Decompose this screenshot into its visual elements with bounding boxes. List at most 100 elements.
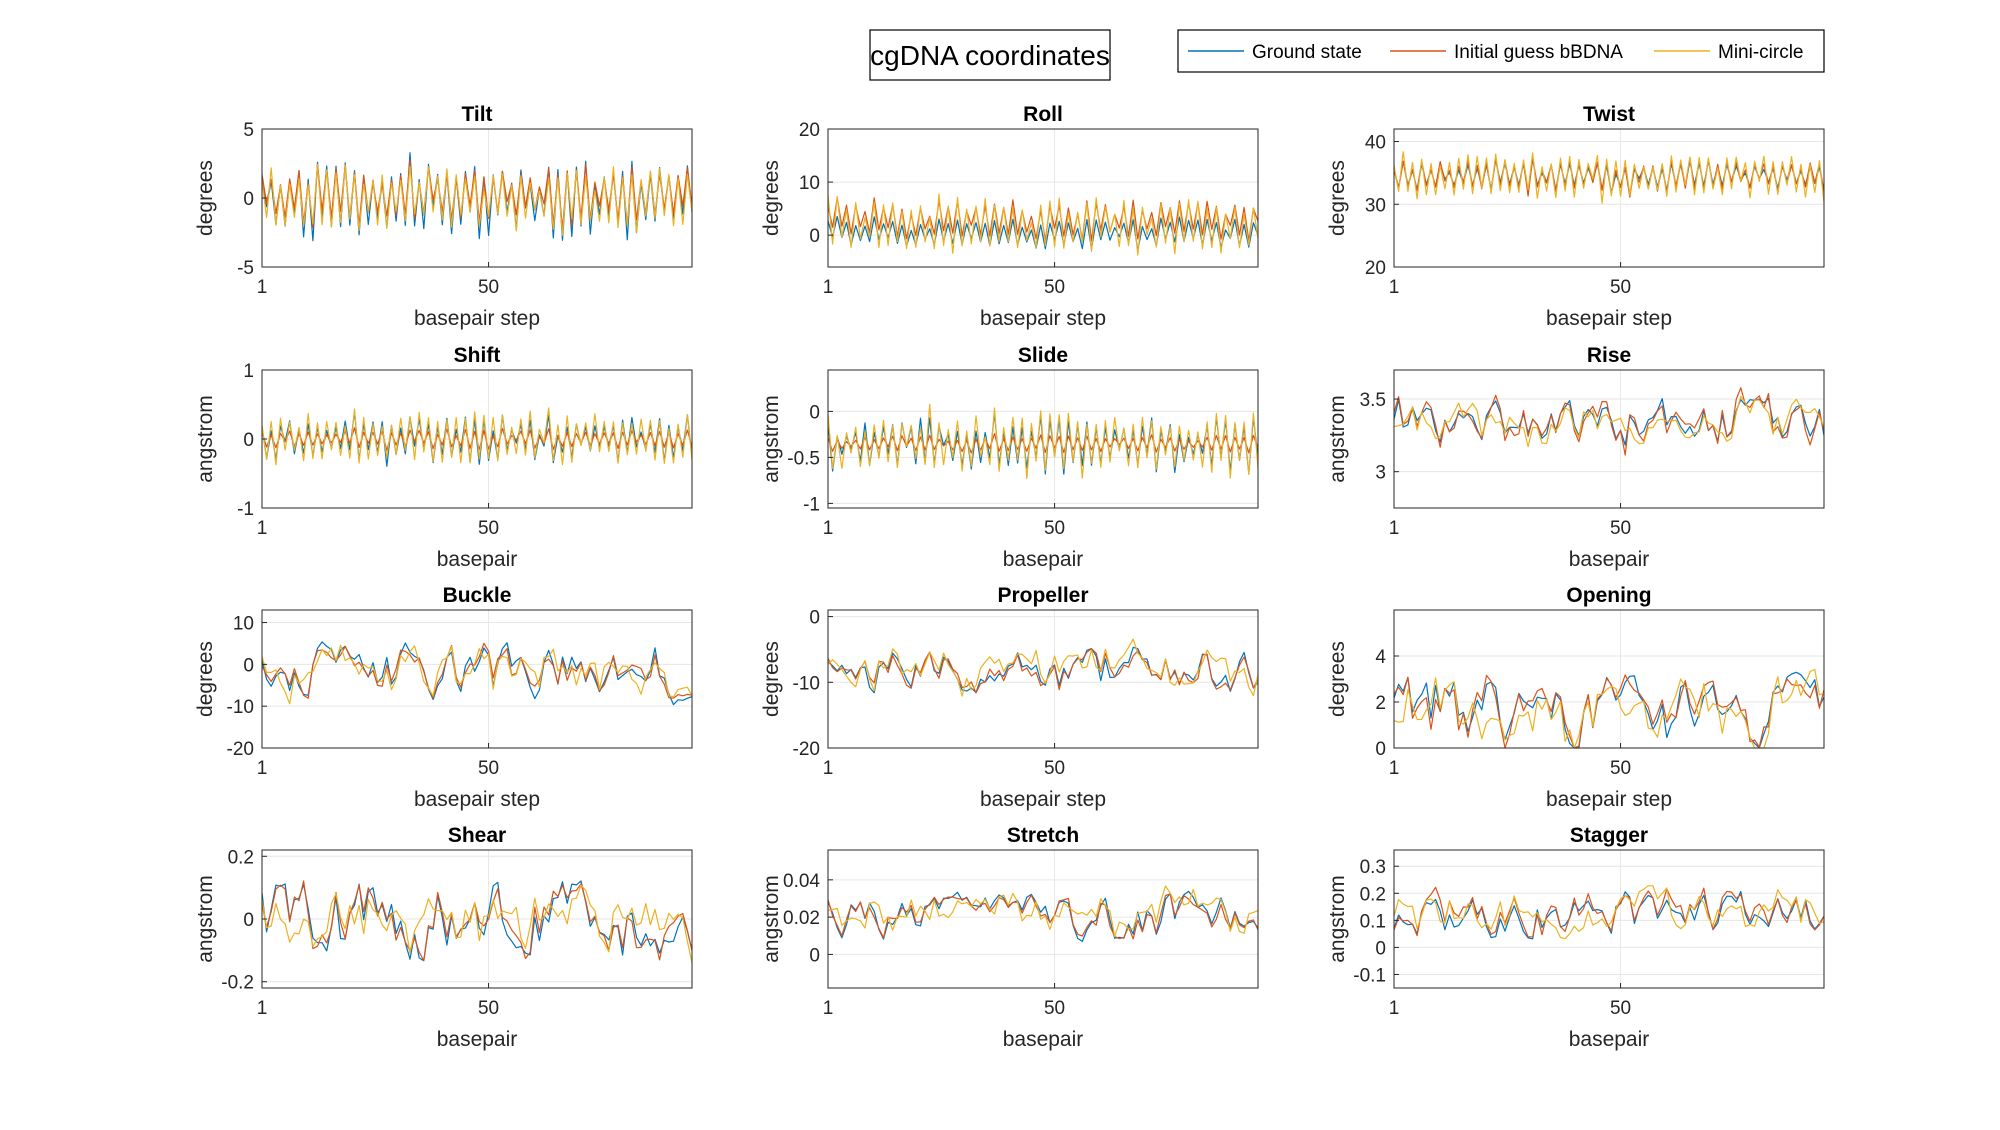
- rise-xtick-label: 1: [1389, 518, 1400, 539]
- roll-xtick-label: 50: [1044, 277, 1065, 298]
- shift-series-mini-circle: [261, 407, 693, 466]
- tilt-xtick-label: 1: [257, 277, 268, 298]
- roll-series-ground-state: [827, 215, 1259, 251]
- propeller-xtick-label: 1: [823, 758, 834, 779]
- twist-ylabel: degrees: [1326, 160, 1349, 236]
- stagger-axes-box: [1393, 849, 1825, 989]
- propeller-title: Propeller: [997, 584, 1088, 607]
- legend-label-mini-circle: Mini-circle: [1718, 42, 1804, 63]
- slide-ytick-label: 0: [809, 402, 820, 423]
- tilt-ytick-label: -5: [237, 258, 254, 279]
- shear-ytick-label: -0.2: [221, 973, 254, 994]
- slide-ytick-label: -0.5: [787, 448, 820, 469]
- opening-xtick-label: 50: [1610, 758, 1631, 779]
- tilt-ylabel: degrees: [194, 160, 217, 236]
- slide-xtick-label: 1: [823, 518, 834, 539]
- stretch-ytick-label: 0.02: [783, 908, 820, 929]
- buckle-ytick-label: -10: [227, 697, 254, 718]
- subplot-propeller: 1 50 -20 -10 0 Propeller basepair step degrees: [760, 584, 1259, 811]
- roll-xtick-label: 1: [823, 277, 834, 298]
- opening-title: Opening: [1566, 584, 1651, 607]
- subplot-shift: 1 50 -1 0 1 Shift basepair angstrom: [194, 344, 693, 571]
- rise-ytick-label: 3.5: [1360, 390, 1386, 411]
- twist-ytick-label: 40: [1365, 133, 1386, 154]
- opening-xlabel: basepair step: [1546, 788, 1672, 811]
- propeller-xlabel: basepair step: [980, 788, 1106, 811]
- stagger-series-mini-circle: [1393, 885, 1825, 940]
- shift-ytick-label: -1: [237, 499, 254, 520]
- tilt-xtick-label: 50: [478, 277, 499, 298]
- buckle-xlabel: basepair step: [414, 788, 540, 811]
- stagger-xtick-label: 1: [1389, 998, 1400, 1019]
- shear-series-initial-guess-bbdna: [261, 880, 693, 962]
- shear-title: Shear: [448, 824, 506, 847]
- rise-xlabel: basepair: [1569, 548, 1650, 571]
- stretch-ytick-label: 0: [809, 945, 820, 966]
- opening-xtick-label: 1: [1389, 758, 1400, 779]
- shear-series-mini-circle: [261, 884, 693, 963]
- rise-axes-box: [1393, 369, 1825, 509]
- subplot-roll: 1 50 0 10 20 Roll basepair step degrees: [760, 103, 1259, 330]
- buckle-title: Buckle: [443, 584, 512, 607]
- twist-title: Twist: [1583, 103, 1635, 126]
- slide-axes-box: [827, 369, 1259, 509]
- roll-series-mini-circle: [827, 193, 1259, 256]
- buckle-series-mini-circle: [261, 644, 693, 705]
- opening-ytick-label: 2: [1375, 693, 1386, 714]
- rise-series-mini-circle: [1393, 395, 1825, 448]
- buckle-ylabel: degrees: [194, 641, 217, 717]
- slide-xlabel: basepair: [1003, 548, 1084, 571]
- stagger-series-initial-guess-bbdna: [1393, 886, 1825, 938]
- roll-ytick-label: 10: [799, 173, 820, 194]
- twist-xtick-label: 50: [1610, 277, 1631, 298]
- tilt-ytick-label: 0: [243, 189, 254, 210]
- opening-axes-box: [1393, 609, 1825, 749]
- rise-xtick-label: 50: [1610, 518, 1631, 539]
- buckle-ytick-label: -20: [227, 739, 254, 760]
- stretch-ylabel: angstrom: [760, 875, 783, 963]
- slide-title: Slide: [1018, 344, 1068, 367]
- twist-ytick-label: 20: [1365, 258, 1386, 279]
- stretch-plot-area: [828, 850, 1258, 988]
- buckle-plot-area: [262, 610, 692, 748]
- opening-ytick-label: 4: [1375, 647, 1386, 668]
- slide-xtick-label: 50: [1044, 518, 1065, 539]
- propeller-series-initial-guess-bbdna: [827, 648, 1259, 694]
- subplot-tilt: 1 50 -5 0 5 Tilt basepair step degrees: [194, 103, 693, 330]
- legend-box: [1177, 29, 1825, 73]
- stagger-xlabel: basepair: [1569, 1028, 1650, 1051]
- roll-ytick-label: 0: [809, 226, 820, 247]
- slide-series-mini-circle: [827, 403, 1259, 480]
- buckle-ytick-label: 10: [233, 614, 254, 635]
- opening-series-mini-circle: [1393, 668, 1825, 749]
- subplot-shear: 1 50 -0.2 0 0.2 Shear basepair angstrom: [194, 824, 693, 1051]
- legend-label-initial-guess: Initial guess bBDNA: [1454, 42, 1623, 63]
- stagger-ytick-label: 0: [1375, 938, 1386, 959]
- tilt-title: Tilt: [461, 103, 492, 126]
- stretch-xlabel: basepair: [1003, 1028, 1084, 1051]
- shift-xtick-label: 50: [478, 518, 499, 539]
- tilt-ytick-label: 5: [243, 120, 254, 141]
- stagger-ytick-label: 0.2: [1360, 884, 1386, 905]
- tilt-xlabel: basepair step: [414, 307, 540, 330]
- stagger-title: Stagger: [1570, 824, 1648, 847]
- shift-ytick-label: 0: [243, 430, 254, 451]
- shear-ytick-label: 0: [243, 910, 254, 931]
- buckle-series-initial-guess-bbdna: [261, 642, 693, 699]
- shift-xlabel: basepair: [437, 548, 518, 571]
- rise-ytick-label: 3: [1375, 463, 1386, 484]
- buckle-xtick-label: 1: [257, 758, 268, 779]
- twist-xtick-label: 1: [1389, 277, 1400, 298]
- propeller-ytick-label: -20: [793, 739, 820, 760]
- stretch-xtick-label: 1: [823, 998, 834, 1019]
- rise-ylabel: angstrom: [1326, 395, 1349, 483]
- buckle-axes-box: [261, 609, 693, 749]
- subplot-slide: 1 50 -1 -0.5 0 Slide basepair angstrom: [760, 344, 1259, 571]
- stagger-plot-area: [1394, 850, 1824, 988]
- roll-title: Roll: [1023, 103, 1063, 126]
- buckle-ytick-label: 0: [243, 655, 254, 676]
- buckle-xtick-label: 50: [478, 758, 499, 779]
